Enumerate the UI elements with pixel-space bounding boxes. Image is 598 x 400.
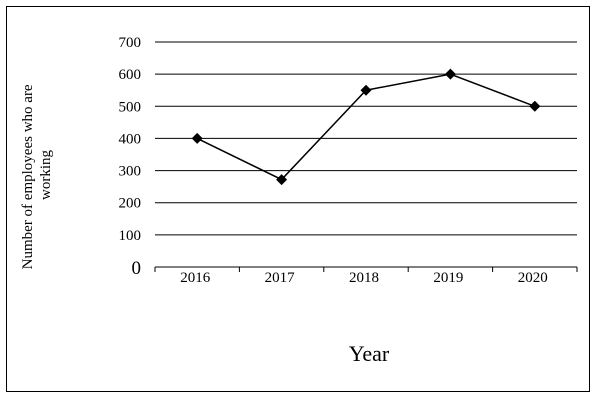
x-axis-label: Year [349,341,390,366]
series-markers [191,68,541,186]
chart-frame [6,6,590,392]
y-tick-label: 100 [119,228,142,244]
y-axis-label: Number of employees who are working [20,81,54,270]
y-tick-label: 0 [132,258,142,279]
y-tick-label: 700 [119,35,142,51]
data-point-marker [444,68,456,80]
x-tick-label: 2019 [433,270,463,286]
y-axis-label-line-1: Number of employees who are [20,84,36,269]
data-point-marker [360,84,372,96]
data-point-marker [191,132,203,144]
y-axis-label-line-2: working [38,150,54,200]
x-tick-labels: 2016 2017 2018 2019 2020 [180,270,548,286]
y-tick-label: 200 [119,196,142,212]
grid-lines [155,41,577,268]
y-tick-label: 400 [119,131,142,147]
y-tick-label: 300 [119,164,142,180]
y-tick-label: 500 [119,99,142,115]
x-tick-label: 2020 [518,270,548,286]
x-tick-marks [154,267,578,272]
x-tick-label: 2016 [180,270,211,286]
y-tick-labels: 0 100 200 300 400 500 600 700 [119,35,142,279]
data-point-marker [276,174,288,186]
y-tick-label: 600 [119,67,142,83]
x-tick-label: 2017 [265,270,296,286]
data-point-marker [529,100,541,112]
x-tick-label: 2018 [349,270,379,286]
